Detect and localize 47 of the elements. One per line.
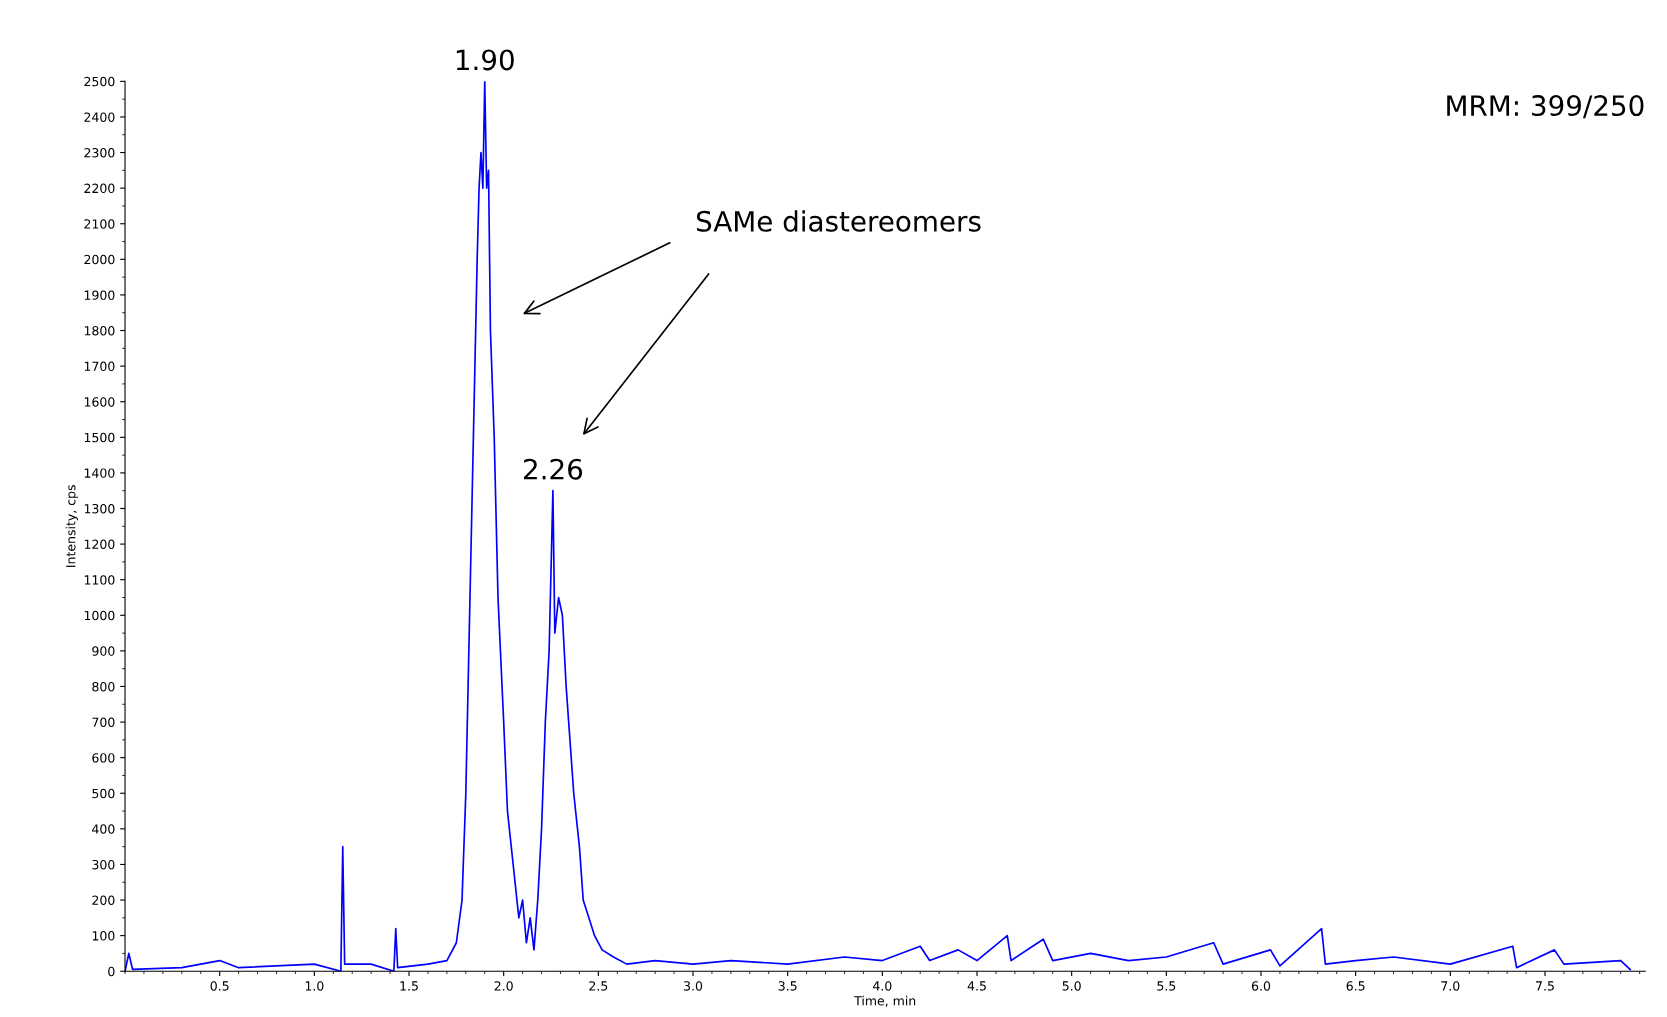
x-tick-label: 6.0 bbox=[1251, 981, 1271, 991]
y-tick-label: 100 bbox=[92, 931, 115, 941]
x-tick-label: 4.5 bbox=[967, 981, 986, 991]
y-tick-label: 0 bbox=[108, 966, 115, 977]
y-tick-label: 1500 bbox=[84, 432, 115, 443]
x-tick-label: 0.5 bbox=[210, 981, 229, 991]
y-tick-label: 1200 bbox=[84, 539, 115, 550]
x-tick-label: 4.0 bbox=[873, 981, 892, 991]
x-tick-label: 3.0 bbox=[684, 981, 703, 991]
y-tick-label: 1800 bbox=[84, 326, 115, 336]
x-tick-label: 7.0 bbox=[1441, 981, 1460, 991]
y-axis-title: Intensity, cps bbox=[65, 485, 78, 567]
annotation: SAMe diastereomers bbox=[696, 210, 981, 232]
y-tick-label: 500 bbox=[92, 788, 115, 799]
y-tick-label: 900 bbox=[92, 646, 115, 656]
y-tick-label: 2200 bbox=[84, 183, 115, 194]
annotation: 1.90 bbox=[456, 49, 514, 71]
y-tick-label: 1700 bbox=[84, 361, 115, 372]
y-tick-label: 2500 bbox=[84, 76, 115, 87]
x-tick-label: 3.5 bbox=[778, 981, 797, 991]
y-tick-label: 600 bbox=[92, 753, 115, 763]
y-tick-label: 1600 bbox=[84, 397, 115, 407]
x-tick-label: 2.0 bbox=[494, 981, 513, 991]
y-tick-label: 300 bbox=[92, 859, 115, 870]
x-tick-label: 6.5 bbox=[1346, 981, 1365, 991]
y-tick-label: 200 bbox=[92, 895, 115, 905]
y-tick-label: 700 bbox=[92, 717, 115, 727]
y-tick-label: 2100 bbox=[84, 219, 115, 229]
y-tick-label: 1400 bbox=[84, 468, 115, 478]
y-tick-label: 800 bbox=[92, 681, 115, 692]
x-tick-label: 5.5 bbox=[1157, 981, 1176, 991]
annotation: 2.26 bbox=[524, 458, 583, 480]
y-tick-label: 2400 bbox=[84, 112, 115, 122]
y-tick-label: 1300 bbox=[84, 503, 115, 514]
y-tick-label: 1900 bbox=[84, 290, 115, 300]
x-tick-label: 2.5 bbox=[589, 981, 608, 991]
y-tick-label: 1100 bbox=[84, 575, 115, 585]
y-tick-label: 2300 bbox=[84, 148, 115, 158]
y-tick-label: 400 bbox=[92, 824, 115, 834]
x-tick-label: 1.0 bbox=[305, 981, 324, 991]
x-tick-label: 1.5 bbox=[400, 981, 418, 991]
annotation: MRM: 399/250 bbox=[1447, 95, 1644, 119]
x-tick-label: 5.0 bbox=[1062, 981, 1081, 991]
y-tick-label: 2000 bbox=[84, 254, 115, 265]
x-axis-title: Time, min bbox=[854, 995, 916, 1007]
x-tick-label: 7.5 bbox=[1536, 981, 1554, 991]
y-tick-label: 1000 bbox=[84, 610, 115, 621]
